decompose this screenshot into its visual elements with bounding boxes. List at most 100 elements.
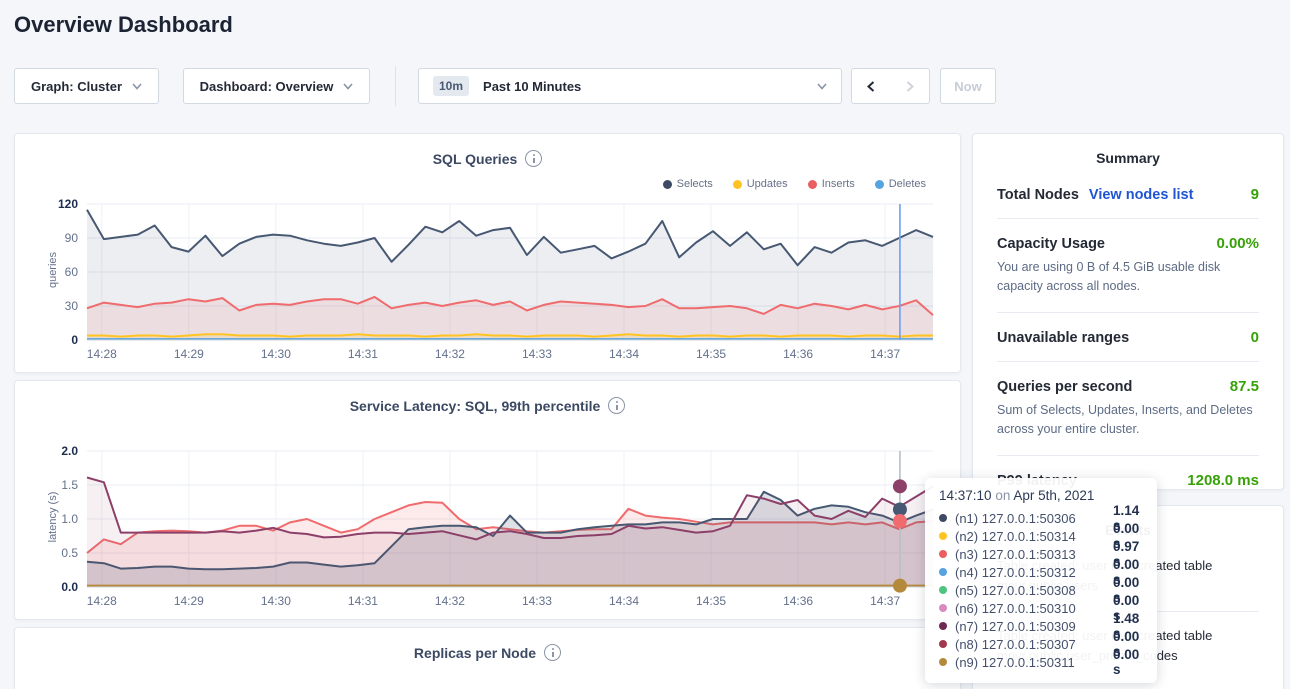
node-color-dot-icon [939, 622, 947, 630]
chevron-left-icon [866, 81, 877, 92]
summary-row-capacity: Capacity Usage 0.00% [997, 235, 1259, 252]
time-prev-button[interactable] [851, 68, 891, 104]
chart-hover-tooltip: 14:37:10 on Apr 5th, 2021 (n1) 127.0.0.1… [925, 478, 1157, 683]
page-title: Overview Dashboard [14, 12, 233, 38]
unavailable-ranges-label: Unavailable ranges [997, 330, 1129, 346]
legend-dot-icon [663, 180, 672, 189]
svg-text:1.5: 1.5 [61, 478, 78, 492]
p99-latency-value: 1208.0 ms [1187, 472, 1259, 489]
svg-text:0.0: 0.0 [61, 580, 78, 594]
service-latency-chart[interactable]: 14:2814:2914:3014:3114:3214:3314:3414:35… [31, 443, 943, 613]
chevron-down-icon [132, 83, 142, 90]
svg-text:2.0: 2.0 [61, 444, 78, 458]
legend-item[interactable]: Deletes [875, 178, 926, 190]
legend-label: Updates [747, 178, 788, 190]
replicas-per-node-card: Replicas per Node [14, 627, 961, 689]
legend-label: Deletes [889, 178, 926, 190]
time-range-badge: 10m [433, 76, 469, 96]
svg-text:14:30: 14:30 [261, 594, 291, 608]
svg-text:0: 0 [71, 333, 78, 347]
tooltip-timestamp: 14:37:10 on Apr 5th, 2021 [939, 488, 1143, 503]
capacity-usage-value: 0.00% [1216, 235, 1259, 252]
node-color-dot-icon [939, 640, 947, 648]
svg-text:120: 120 [58, 197, 78, 211]
legend-dot-icon [808, 180, 817, 189]
svg-text:14:29: 14:29 [174, 347, 204, 361]
legend-item[interactable]: Updates [733, 178, 788, 190]
time-range-label: Past 10 Minutes [483, 79, 807, 94]
time-next-button[interactable] [890, 68, 930, 104]
svg-text:0.5: 0.5 [61, 546, 78, 560]
legend-dot-icon [733, 180, 742, 189]
legend-label: Inserts [822, 178, 855, 190]
node-color-dot-icon [939, 550, 947, 558]
svg-text:14:28: 14:28 [87, 347, 117, 361]
svg-text:90: 90 [65, 231, 79, 245]
unavailable-ranges-value: 0 [1251, 329, 1259, 346]
qps-desc: Sum of Selects, Updates, Inserts, and De… [997, 401, 1259, 440]
svg-text:14:30: 14:30 [261, 347, 291, 361]
node-address: (n7) 127.0.0.1:50309 [955, 619, 1105, 634]
summary-row-qps: Queries per second 87.5 [997, 378, 1259, 395]
time-range-dropdown[interactable]: 10m Past 10 Minutes [418, 68, 842, 104]
chevron-down-icon [343, 83, 353, 90]
svg-text:14:34: 14:34 [609, 594, 639, 608]
node-color-dot-icon [939, 532, 947, 540]
svg-text:14:32: 14:32 [435, 594, 465, 608]
node-color-dot-icon [939, 568, 947, 576]
svg-text:14:32: 14:32 [435, 347, 465, 361]
summary-divider [997, 312, 1259, 313]
tooltip-on: on [995, 488, 1010, 503]
sql-queries-chart[interactable]: 14:2814:2914:3014:3114:3214:3314:3414:35… [31, 196, 943, 366]
node-address: (n4) 127.0.0.1:50312 [955, 565, 1105, 580]
node-address: (n6) 127.0.0.1:50310 [955, 601, 1105, 616]
node-color-dot-icon [939, 604, 947, 612]
svg-text:14:34: 14:34 [609, 347, 639, 361]
node-address: (n1) 127.0.0.1:50306 [955, 511, 1105, 526]
dashboard-dropdown[interactable]: Dashboard: Overview [183, 68, 370, 104]
total-nodes-label: Total Nodes [997, 187, 1079, 203]
time-now-button[interactable]: Now [940, 68, 996, 104]
legend-item[interactable]: Inserts [808, 178, 855, 190]
svg-text:1.0: 1.0 [61, 512, 78, 526]
capacity-usage-desc: You are using 0 B of 4.5 GiB usable disk… [997, 258, 1259, 297]
chevron-down-icon [817, 83, 827, 90]
replicas-per-node-title: Replicas per Node [15, 644, 960, 661]
node-address: (n9) 127.0.0.1:50311 [955, 655, 1105, 670]
qps-label: Queries per second [997, 379, 1132, 395]
tooltip-time: 14:37:10 [939, 488, 992, 503]
sql-queries-card: SQL Queries Selects Updates Inserts Deletes… [14, 133, 961, 373]
node-color-dot-icon [939, 514, 947, 522]
svg-text:14:31: 14:31 [348, 594, 378, 608]
service-latency-title: Service Latency: SQL, 99th percentile [15, 397, 960, 414]
summary-title: Summary [997, 134, 1259, 170]
svg-text:14:35: 14:35 [696, 594, 726, 608]
info-icon[interactable] [608, 397, 625, 414]
svg-text:14:35: 14:35 [696, 347, 726, 361]
svg-text:14:36: 14:36 [783, 594, 813, 608]
node-address: (n2) 127.0.0.1:50314 [955, 529, 1105, 544]
sql-queries-legend: Selects Updates Inserts Deletes [663, 178, 926, 190]
svg-text:14:36: 14:36 [783, 347, 813, 361]
capacity-usage-label: Capacity Usage [997, 236, 1105, 252]
info-icon[interactable] [544, 644, 561, 661]
chart-title-text: Replicas per Node [414, 645, 536, 661]
svg-text:14:33: 14:33 [522, 594, 552, 608]
controls-divider [395, 66, 396, 106]
summary-panel: Summary Total Nodes View nodes list 9 Ca… [972, 133, 1284, 490]
summary-divider [997, 361, 1259, 362]
view-nodes-list-link[interactable]: View nodes list [1089, 187, 1194, 203]
legend-item[interactable]: Selects [663, 178, 713, 190]
graph-scope-dropdown[interactable]: Graph: Cluster [14, 68, 159, 104]
svg-text:14:37: 14:37 [870, 347, 900, 361]
overview-dashboard-page: Overview Dashboard Graph: Cluster Dashbo… [0, 0, 1290, 689]
summary-row-total-nodes: Total Nodes View nodes list 9 [997, 186, 1259, 203]
node-address: (n5) 127.0.0.1:50308 [955, 583, 1105, 598]
svg-text:14:28: 14:28 [87, 594, 117, 608]
info-icon[interactable] [525, 150, 542, 167]
summary-divider [997, 455, 1259, 456]
svg-text:60: 60 [65, 265, 79, 279]
sql-queries-title: SQL Queries [15, 150, 960, 167]
node-address: (n8) 127.0.0.1:50307 [955, 637, 1105, 652]
now-button-label: Now [954, 79, 981, 94]
